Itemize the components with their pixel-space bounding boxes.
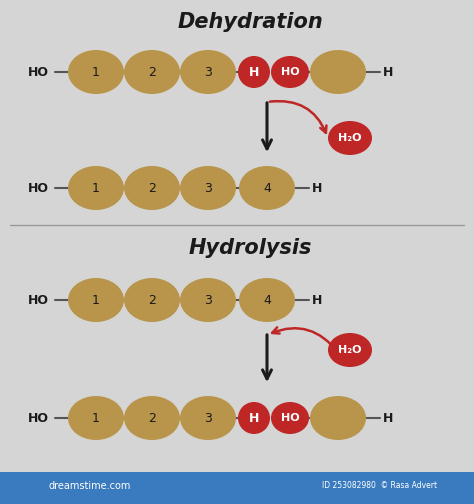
Text: H: H xyxy=(383,66,393,79)
Text: H: H xyxy=(312,181,322,195)
Text: H: H xyxy=(383,411,393,424)
Ellipse shape xyxy=(124,166,180,210)
Text: 4: 4 xyxy=(263,293,271,306)
Ellipse shape xyxy=(328,121,372,155)
Text: 3: 3 xyxy=(204,293,212,306)
Ellipse shape xyxy=(180,166,236,210)
Text: 1: 1 xyxy=(92,293,100,306)
Ellipse shape xyxy=(124,278,180,322)
Ellipse shape xyxy=(180,50,236,94)
Text: H: H xyxy=(312,293,322,306)
Text: 1: 1 xyxy=(92,66,100,79)
Text: 4: 4 xyxy=(263,181,271,195)
Ellipse shape xyxy=(271,56,309,88)
Bar xyxy=(0,472,474,504)
Ellipse shape xyxy=(328,333,372,367)
Text: 2: 2 xyxy=(148,66,156,79)
Text: HO: HO xyxy=(27,66,48,79)
Ellipse shape xyxy=(68,396,124,440)
Text: 1: 1 xyxy=(92,181,100,195)
Text: Dehydration: Dehydration xyxy=(177,12,323,32)
Ellipse shape xyxy=(239,166,295,210)
Ellipse shape xyxy=(271,402,309,434)
Text: Hydrolysis: Hydrolysis xyxy=(188,238,312,258)
Ellipse shape xyxy=(68,166,124,210)
Text: HO: HO xyxy=(281,413,299,423)
Ellipse shape xyxy=(180,396,236,440)
Text: 3: 3 xyxy=(204,181,212,195)
Ellipse shape xyxy=(180,278,236,322)
Text: H₂O: H₂O xyxy=(338,345,362,355)
Text: 3: 3 xyxy=(204,66,212,79)
Text: HO: HO xyxy=(281,67,299,77)
Text: 3: 3 xyxy=(204,411,212,424)
Ellipse shape xyxy=(68,278,124,322)
Ellipse shape xyxy=(68,50,124,94)
Text: H: H xyxy=(249,411,259,424)
Ellipse shape xyxy=(310,396,366,440)
Ellipse shape xyxy=(238,56,270,88)
Ellipse shape xyxy=(310,50,366,94)
Ellipse shape xyxy=(239,278,295,322)
Ellipse shape xyxy=(124,396,180,440)
Text: 2: 2 xyxy=(148,411,156,424)
Text: H₂O: H₂O xyxy=(338,133,362,143)
Ellipse shape xyxy=(124,50,180,94)
Text: 2: 2 xyxy=(148,181,156,195)
Text: HO: HO xyxy=(27,181,48,195)
Text: H: H xyxy=(249,66,259,79)
Text: HO: HO xyxy=(27,293,48,306)
Text: HO: HO xyxy=(27,411,48,424)
Ellipse shape xyxy=(238,402,270,434)
Text: ID 253082980  © Rasa Advert: ID 253082980 © Rasa Advert xyxy=(322,481,438,490)
Text: 1: 1 xyxy=(92,411,100,424)
Text: 2: 2 xyxy=(148,293,156,306)
Text: dreamstime.com: dreamstime.com xyxy=(49,481,131,491)
